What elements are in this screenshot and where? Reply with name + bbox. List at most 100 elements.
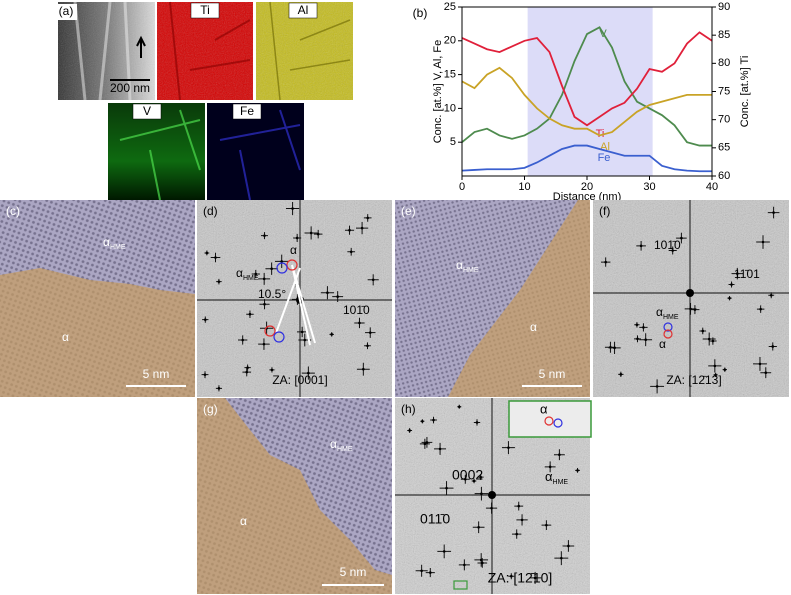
y-tick-label: 25 <box>444 1 456 13</box>
spot <box>330 333 334 336</box>
reflection-label: 0002 <box>452 467 483 483</box>
x-tick-label: 30 <box>643 181 655 193</box>
x-tick-label: 40 <box>706 181 718 193</box>
angle-label: 10.5° <box>258 287 286 301</box>
spot <box>520 518 524 522</box>
phase-label: αHME <box>236 266 259 282</box>
label-box <box>132 103 162 120</box>
spot <box>545 523 548 527</box>
y2-tick-label: 80 <box>718 57 730 69</box>
phase-label: α <box>62 330 69 344</box>
phase-label: αHME <box>656 305 679 321</box>
spot <box>548 465 552 469</box>
spot <box>693 308 697 311</box>
noise <box>157 2 253 100</box>
scale-bar-label: 5 nm <box>340 565 367 579</box>
map-label: Fe <box>240 104 254 118</box>
spot <box>636 337 639 341</box>
map-label: Ti <box>200 3 210 17</box>
panel-e: (e) αHME α 5 nm <box>395 200 590 397</box>
y2-tick-label: 85 <box>718 29 730 41</box>
spot <box>707 337 711 341</box>
y2-tick-label: 75 <box>718 85 730 97</box>
line-series <box>461 144 712 173</box>
panel-a: 200 nm (a) Ti Al V Fe <box>55 1 353 201</box>
spot <box>307 371 310 375</box>
spot <box>680 236 683 240</box>
series-label: Fe <box>598 152 611 164</box>
x-tick-label: 10 <box>518 181 530 193</box>
scale-bar-label: 5 nm <box>143 367 170 381</box>
streak <box>119 109 201 201</box>
spot <box>309 231 313 235</box>
spot <box>203 318 207 321</box>
panel-b: (b) 0 10 20 30 40 5 10 15 20 25 60 65 70 75 80 85 90 V TiA… <box>413 1 751 203</box>
spot <box>263 302 266 306</box>
panel-d <box>197 200 392 397</box>
line-series <box>461 66 712 137</box>
series-label: Ti <box>596 128 605 140</box>
label-box <box>232 103 262 120</box>
phase-label: αHME <box>545 469 568 485</box>
spot <box>730 283 733 286</box>
spot <box>481 561 484 565</box>
spot <box>248 312 252 316</box>
spot <box>362 367 365 371</box>
spot <box>655 385 659 388</box>
spot <box>642 326 645 329</box>
spot-circle <box>286 259 298 271</box>
spot <box>764 371 768 375</box>
spot <box>349 250 353 254</box>
spot <box>368 331 372 334</box>
spot <box>567 544 570 548</box>
spot <box>604 260 607 264</box>
spot <box>241 338 244 342</box>
inset <box>508 400 592 438</box>
spot <box>735 272 739 275</box>
panel-label: (c) <box>6 204 20 218</box>
spot-circle <box>264 325 276 337</box>
spot <box>442 550 446 553</box>
y-tick-label: 20 <box>444 35 456 47</box>
spot <box>769 293 773 297</box>
phase-label: α <box>540 401 548 416</box>
spot-circle <box>544 416 554 426</box>
spot <box>480 492 483 495</box>
spot <box>295 236 299 240</box>
spot <box>366 216 370 220</box>
spot <box>477 525 480 529</box>
panel-f-labels: (f) 101̄0 11̄01 αHME α ZA: [12̄13] <box>599 204 760 387</box>
panel-label: (h) <box>401 402 416 416</box>
spot <box>728 296 731 300</box>
label-box <box>190 2 220 19</box>
spot <box>463 477 467 481</box>
x-tick-label: 20 <box>581 181 593 193</box>
spot <box>348 228 351 232</box>
phase-label: αHME <box>103 235 126 251</box>
spot <box>420 569 423 573</box>
spot <box>713 364 717 368</box>
reflection-label: 101̄0 <box>654 238 681 252</box>
spot <box>686 289 694 297</box>
zone-axis: ZA: [0001] <box>272 373 327 387</box>
spot <box>428 571 432 574</box>
spot <box>270 267 273 271</box>
y-axis-label: Conc. [at.%] V, Al, Fe <box>432 40 444 144</box>
spot <box>619 373 623 376</box>
phase-label: α <box>659 337 666 351</box>
spot <box>366 344 369 348</box>
streak <box>219 109 301 201</box>
spot <box>291 207 294 210</box>
spot <box>217 387 221 390</box>
angle-lines <box>275 264 316 346</box>
spot <box>558 453 561 457</box>
spot <box>533 576 537 580</box>
spot <box>517 504 521 508</box>
spot <box>300 330 304 334</box>
spot <box>613 346 616 350</box>
spot <box>316 232 320 236</box>
y-tick-label: 5 <box>450 136 456 148</box>
spot <box>635 323 639 327</box>
panel-g: (g) αHME α 5 nm <box>197 398 392 594</box>
spot <box>701 329 705 333</box>
